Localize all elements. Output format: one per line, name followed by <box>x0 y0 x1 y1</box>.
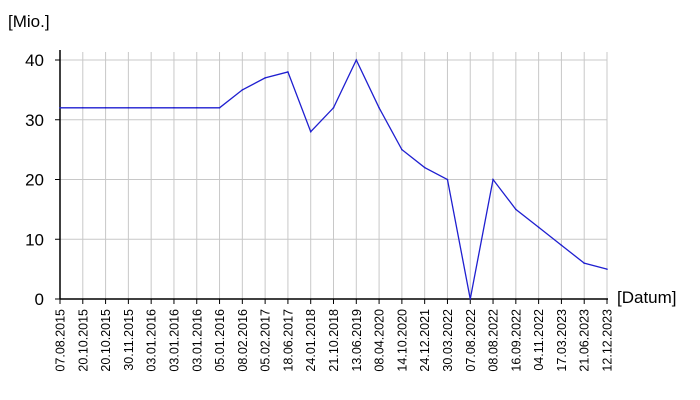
grid-layer <box>60 52 608 299</box>
data-point <box>150 107 152 109</box>
series-layer <box>59 58 608 300</box>
data-point <box>492 178 494 181</box>
x-tick-label: 13.06.2019 <box>350 309 364 372</box>
y-tick-label: 40 <box>25 51 44 70</box>
data-point <box>264 77 266 79</box>
x-tick-label: 12.12.2023 <box>601 309 615 372</box>
data-point <box>173 107 175 109</box>
x-tick-label: 18.06.2017 <box>281 309 295 372</box>
y-tick-label: 0 <box>35 290 44 309</box>
data-point <box>241 89 244 91</box>
data-point <box>59 107 61 109</box>
x-tick-label: 24.01.2018 <box>304 309 318 372</box>
y-tick-label: 10 <box>25 230 44 249</box>
x-tick-label: 03.01.2016 <box>145 309 159 372</box>
data-point <box>378 107 380 109</box>
data-point <box>81 107 84 109</box>
data-point <box>469 298 472 300</box>
x-tick-label: 30.03.2022 <box>441 309 455 372</box>
x-tick-label: 17.03.2023 <box>555 309 569 372</box>
data-point <box>218 107 221 109</box>
x-tick-label: 07.08.2022 <box>464 309 478 372</box>
x-tick-label: 24.12.2021 <box>418 309 432 372</box>
x-tick-label: 08.02.2016 <box>236 309 250 372</box>
data-point <box>560 244 563 247</box>
data-point <box>537 226 540 229</box>
y-axis-unit-label: [Mio.] <box>8 12 50 31</box>
data-point <box>355 59 358 61</box>
x-tick-label: 16.09.2022 <box>509 309 523 372</box>
x-tick-label: 20.10.2015 <box>99 309 113 372</box>
x-tick-label: 20.10.2015 <box>76 309 90 372</box>
x-tick-label: 04.11.2022 <box>532 309 546 371</box>
x-tick-label: 07.08.2015 <box>54 309 68 372</box>
x-tick-label: 03.01.2016 <box>190 309 204 372</box>
data-point <box>104 107 107 109</box>
axis-layer <box>55 50 608 304</box>
data-point <box>287 71 289 73</box>
y-tick-label: 20 <box>25 171 44 190</box>
x-tick-label: 05.01.2016 <box>213 309 227 372</box>
x-tick-label: 14.10.2020 <box>395 309 409 372</box>
data-point <box>332 107 335 109</box>
x-tick-label: 08.04.2020 <box>373 309 387 372</box>
x-tick-label: 21.06.2023 <box>578 309 592 372</box>
data-point <box>401 148 403 151</box>
data-point <box>309 130 312 133</box>
x-tick-label: 03.01.2016 <box>167 309 181 372</box>
x-axis-unit-label: [Datum] <box>617 288 677 307</box>
y-tick-label: 30 <box>25 111 44 130</box>
data-point <box>606 268 608 270</box>
data-point <box>127 107 130 109</box>
data-point <box>515 208 517 211</box>
x-tick-label: 05.02.2017 <box>259 309 273 372</box>
data-point <box>423 166 426 169</box>
x-tick-label: 21.10.2018 <box>327 309 341 372</box>
x-tick-label: 08.08.2022 <box>487 309 501 372</box>
data-point <box>583 262 586 264</box>
label-layer: 0 10 20 30 40 07.08.2015 20.10.2015 20.10.2015 3… <box>25 51 614 372</box>
data-point <box>446 178 449 181</box>
x-tick-label: 30.11.2015 <box>122 309 136 371</box>
data-point <box>195 107 198 109</box>
